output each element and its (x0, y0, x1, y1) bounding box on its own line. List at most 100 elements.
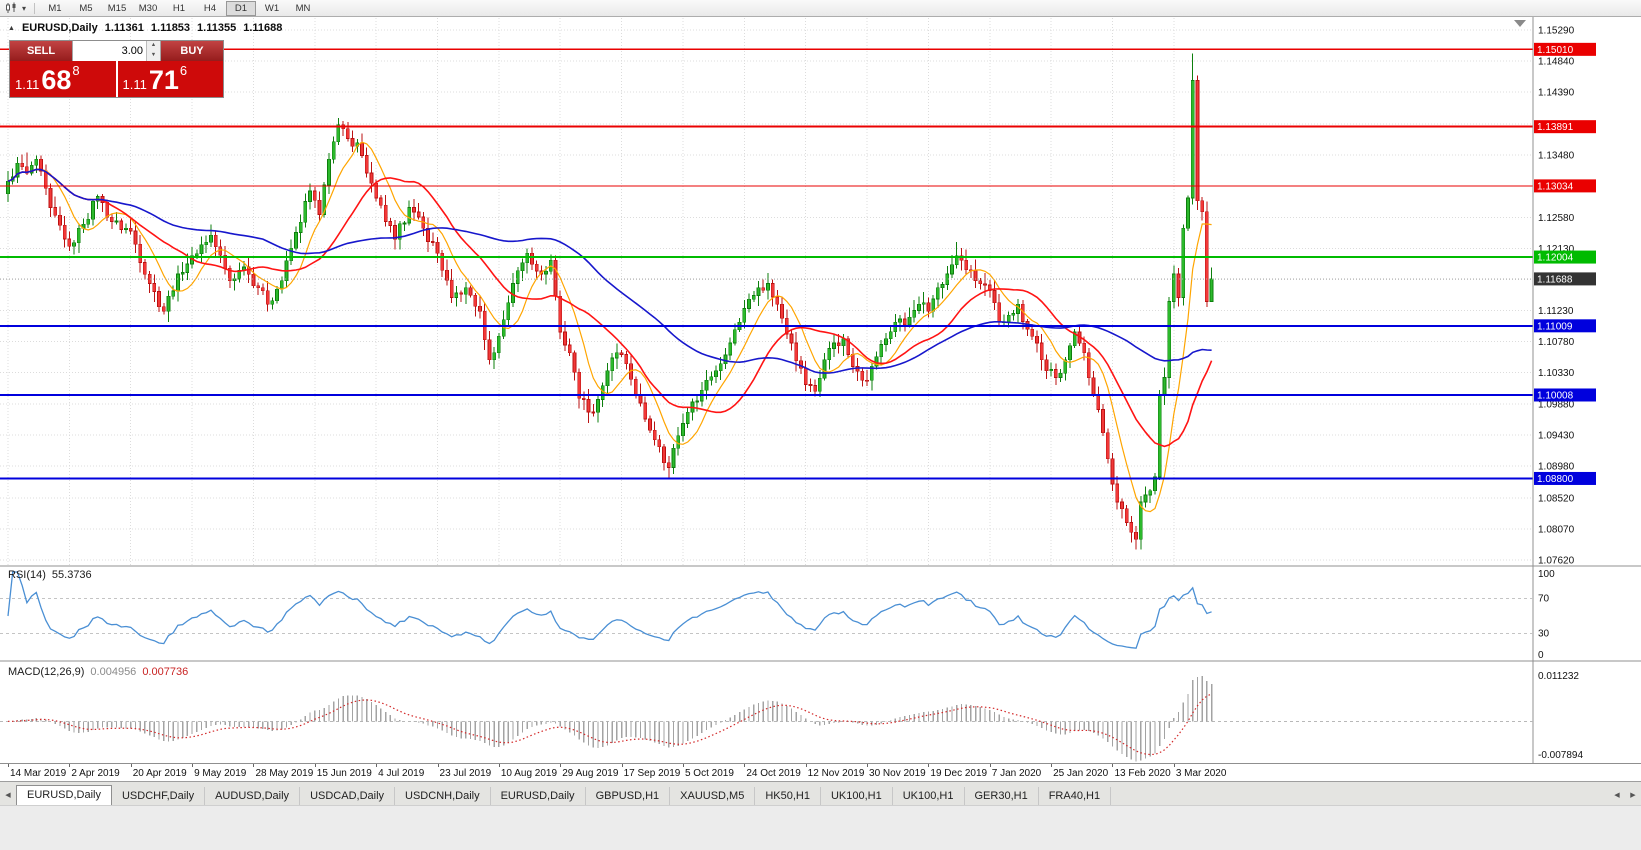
date-axis-label: 2 Apr 2019 (71, 768, 120, 779)
date-axis-label: 4 Jul 2019 (378, 768, 425, 779)
tab-8-hk50-h1[interactable]: HK50,H1 (755, 787, 821, 805)
tab-3-usdcad-daily[interactable]: USDCAD,Daily (300, 787, 396, 805)
axis-label: 1.12580 (1538, 213, 1575, 224)
tab-2-audusd-daily[interactable]: AUDUSD,Daily (205, 787, 301, 805)
candlestick-chart-icon[interactable] (3, 1, 19, 15)
tab-9-uk100-h1[interactable]: UK100,H1 (821, 787, 893, 805)
ma-slow-line (7, 168, 1212, 374)
dropdown-caret-icon[interactable]: ▾ (21, 3, 26, 13)
ma-fast-line (7, 141, 1212, 513)
axis-label: 1.11688 (1537, 274, 1573, 285)
tab-10-uk100-h1[interactable]: UK100,H1 (893, 787, 965, 805)
axis-label: 1.09430 (1538, 430, 1575, 441)
date-axis-label: 5 Oct 2019 (684, 768, 734, 779)
ohlc-low: 1.11355 (197, 22, 237, 34)
tab-5-eurusd-daily[interactable]: EURUSD,Daily (491, 787, 586, 805)
axis-label: 1.13480 (1538, 151, 1575, 162)
volume-decrease-button[interactable]: ▼ (147, 51, 160, 61)
tab-6-gbpusd-h1[interactable]: GBPUSD,H1 (586, 787, 671, 805)
timeframe-button-m15[interactable]: M15 (107, 2, 127, 14)
date-tick (8, 764, 9, 767)
date-axis-label: 14 Mar 2019 (10, 768, 67, 779)
axis-label: -0.007894 (1538, 750, 1583, 761)
date-tick (621, 764, 623, 767)
axis-label: 1.08800 (1537, 474, 1574, 485)
date-tick (1173, 764, 1175, 767)
tab-11-ger30-h1[interactable]: GER30,H1 (965, 787, 1039, 805)
tabs-scroll-left-button[interactable]: ◀ (5, 792, 11, 799)
axis-label: 1.15290 (1538, 26, 1575, 37)
price-tag-1.11688 (1534, 272, 1596, 286)
date-tick (560, 764, 562, 767)
macd-panel: 0.011232 -0.007894 (0, 671, 1583, 762)
axis-label: 1.15010 (1537, 45, 1574, 56)
date-axis-label: 30 Nov 2019 (869, 768, 926, 779)
date-axis-label: 7 Jan 2020 (991, 768, 1042, 779)
toolbar-separator (34, 2, 35, 14)
date-tick (1051, 764, 1053, 767)
date-axis-label: 23 Jul 2019 (439, 768, 492, 779)
axis-label: 1.08980 (1538, 462, 1575, 473)
date-axis-label: 17 Sep 2019 (623, 768, 681, 779)
axis-label: 0 (1538, 650, 1544, 661)
date-tick (498, 764, 500, 767)
axis-label: 1.10780 (1538, 337, 1575, 348)
macd-indicator-label: MACD(12,26,9) 0.004956 0.007736 (8, 666, 188, 678)
timeframe-button-h1[interactable]: H1 (172, 2, 186, 14)
horizontal-lines (0, 48, 1533, 480)
axis-label: 1.07620 (1538, 555, 1575, 566)
tab-7-xauusd-m5[interactable]: XAUUSD,M5 (670, 787, 756, 805)
axis-label: 1.13891 (1537, 122, 1574, 133)
buy-price-point: 6 (179, 63, 188, 78)
date-axis-label: 9 May 2019 (194, 768, 247, 779)
timeframe-button-m1[interactable]: M1 (48, 2, 62, 14)
price-tag-1.13891 (1534, 120, 1596, 134)
date-tick (253, 764, 255, 767)
chart-symbol-label: EURUSD,Daily (21, 22, 98, 34)
axis-label: 1.14840 (1538, 57, 1575, 68)
date-tick (1112, 764, 1114, 767)
date-axis-label: 13 Feb 2020 (1114, 768, 1171, 779)
macd-main-value: 0.004956 (90, 666, 137, 678)
tabs-scroll-prev-button[interactable]: ◀ (1614, 792, 1620, 799)
volume-increase-button[interactable]: ▲ (147, 41, 160, 51)
volume-spin-buttons: ▲ ▼ (146, 41, 160, 61)
volume-value[interactable]: 3.00 (121, 45, 143, 57)
chart-shift-marker[interactable] (1514, 20, 1526, 27)
timeframe-button-h4[interactable]: H4 (203, 2, 217, 14)
timeframe-button-m5[interactable]: M5 (79, 2, 93, 14)
timeframe-button-d1[interactable]: D1 (226, 0, 256, 16)
axis-label: 1.09880 (1538, 399, 1575, 410)
date-tick (314, 764, 316, 767)
timeframe-button-w1[interactable]: W1 (264, 2, 280, 14)
volume-stepper[interactable]: 3.00 ▲ ▼ (72, 41, 161, 61)
sell-button[interactable]: SELL (10, 41, 72, 61)
sell-price-point: 8 (72, 63, 80, 78)
ohlc-close: 1.11688 (243, 22, 283, 34)
tabs-scroll-next-button[interactable]: ▶ (1630, 792, 1636, 799)
status-area (0, 805, 1641, 850)
date-axis[interactable]: 14 Mar 2019 2 Apr 2019 20 Apr 2019 9 May 20… (0, 763, 1641, 781)
moving-averages (7, 141, 1213, 513)
timeframe-button-m30[interactable]: M30 (138, 2, 158, 14)
tab-12-fra40-h1[interactable]: FRA40,H1 (1039, 787, 1112, 805)
rsi-panel: 100 70 30 0 (0, 569, 1555, 661)
ohlc-high: 1.11853 (150, 22, 191, 34)
tab-4-usdcnh-daily[interactable]: USDCNH,Daily (395, 787, 491, 805)
tab-1-usdchf-daily[interactable]: USDCHF,Daily (112, 787, 206, 805)
axis-label: 0.011232 (1538, 671, 1579, 682)
date-tick (376, 764, 378, 767)
buy-button[interactable]: BUY (161, 41, 223, 61)
timeframe-button-mn[interactable]: MN (295, 2, 311, 14)
sell-price-pips: 68 (41, 65, 72, 95)
date-tick (867, 764, 869, 767)
tab-0-eurusd-daily[interactable]: EURUSD,Daily (16, 785, 112, 805)
date-tick (744, 764, 746, 767)
buy-price-display[interactable]: 1.11 71 6 (117, 61, 223, 97)
sell-price-display[interactable]: 1.11 68 8 (10, 61, 116, 97)
axis-label: 1.08070 (1538, 524, 1575, 535)
price-tag-1.13034 (1534, 179, 1596, 193)
date-axis-label: 19 Dec 2019 (930, 768, 988, 779)
axis-label: 1.13034 (1537, 181, 1574, 192)
